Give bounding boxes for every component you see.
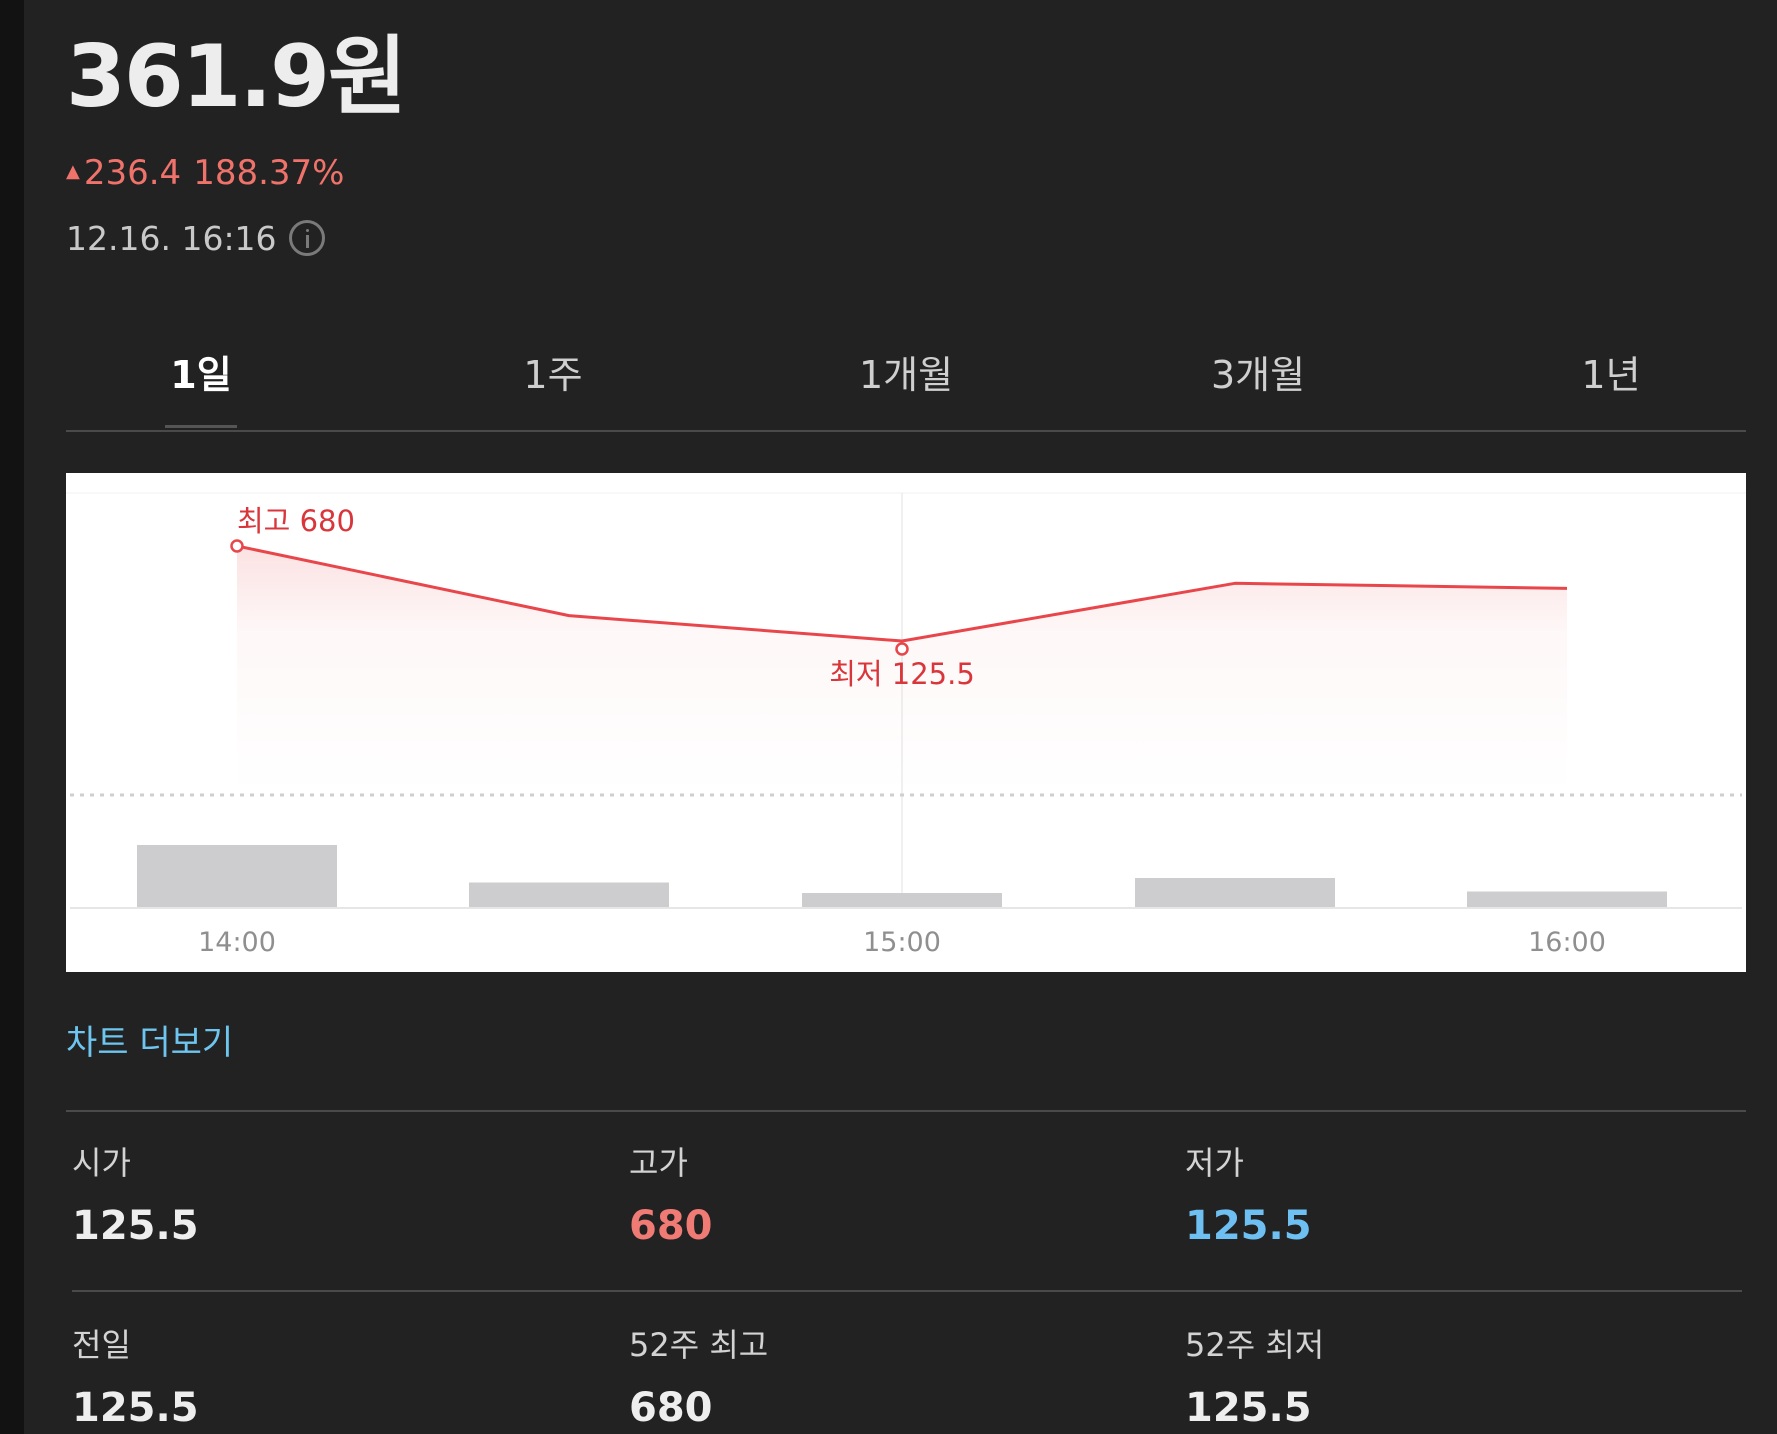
tab-1-day[interactable]: 1일 <box>170 353 232 397</box>
divider <box>72 1290 1742 1292</box>
x-tick-label: 14:00 <box>198 927 276 958</box>
volume-bar <box>137 845 337 908</box>
x-tick-label: 16:00 <box>1528 927 1606 958</box>
stat-high: 고가 680 <box>629 1143 713 1251</box>
stat-value: 680 <box>629 1203 713 1249</box>
high-point <box>230 539 244 553</box>
stat-value: 125.5 <box>72 1203 199 1249</box>
stat-value: 125.5 <box>1185 1385 1312 1431</box>
price-area <box>237 546 1567 793</box>
chart-more-link[interactable]: 차트 더보기 <box>66 1023 234 1063</box>
stat-prev-close: 전일 125.5 <box>72 1325 199 1433</box>
volume-bar <box>1467 891 1667 908</box>
low-point <box>895 642 909 656</box>
volume-bar <box>802 893 1002 908</box>
stat-label: 고가 <box>629 1144 688 1182</box>
stat-label: 52주 최고 <box>629 1326 769 1364</box>
price-line <box>236 544 1568 643</box>
timestamp: 12.16. 16:16 <box>66 219 277 258</box>
change-percent: 188.37% <box>193 153 345 193</box>
price-change: ▲ 236.4 188.37% <box>66 152 344 196</box>
stat-value: 125.5 <box>1185 1203 1312 1249</box>
stat-label: 시가 <box>72 1144 131 1182</box>
chart-canvas: 최고 680 최저 125.5 14:00 15:00 16:00 <box>66 492 1746 958</box>
period-tabs: 1일 1주 1개월 3개월 1년 <box>66 330 1746 432</box>
stat-52w-low: 52주 최저 125.5 <box>1185 1325 1324 1433</box>
current-price: 361.9원 <box>66 27 407 127</box>
stat-low: 저가 125.5 <box>1185 1143 1312 1251</box>
tab-1-month[interactable]: 1개월 <box>858 353 954 397</box>
up-triangle-icon: ▲ <box>66 160 80 182</box>
stat-label: 저가 <box>1185 1144 1244 1182</box>
tab-1-week[interactable]: 1주 <box>523 353 583 397</box>
volume-bar <box>469 882 669 908</box>
price-chart[interactable]: 최고 680 최저 125.5 14:00 15:00 16:00 <box>66 473 1746 972</box>
left-edge-bar <box>0 0 24 1434</box>
tab-1-year[interactable]: 1년 <box>1581 353 1641 397</box>
change-value: 236.4 <box>83 153 182 193</box>
x-tick-label: 15:00 <box>863 927 941 958</box>
active-tab-indicator <box>165 425 237 428</box>
stat-value: 125.5 <box>72 1385 199 1431</box>
info-icon[interactable] <box>288 219 325 256</box>
quote-time: 12.16. 16:16 <box>66 218 325 260</box>
stat-52w-high: 52주 최고 680 <box>629 1325 768 1433</box>
divider <box>66 1110 1746 1112</box>
stat-value: 680 <box>629 1385 713 1431</box>
stat-label: 52주 최저 <box>1185 1326 1325 1364</box>
low-label: 최저 125.5 <box>829 657 975 691</box>
volume-bar <box>1135 878 1335 908</box>
high-label: 최고 680 <box>237 504 355 538</box>
stat-open: 시가 125.5 <box>72 1143 199 1251</box>
stat-label: 전일 <box>72 1326 131 1364</box>
tab-3-month[interactable]: 3개월 <box>1210 353 1306 397</box>
